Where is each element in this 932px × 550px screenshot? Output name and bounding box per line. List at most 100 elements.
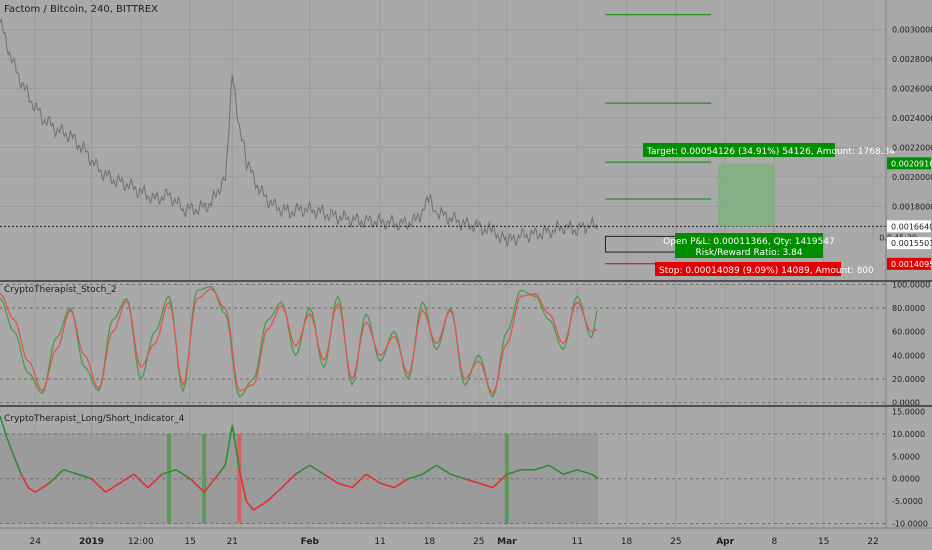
stop-label: Stop: 0.00014089 (9.09%) 14089, Amount: … <box>655 262 874 276</box>
time-tick-label: 8 <box>772 537 778 547</box>
ls-segment <box>266 487 283 502</box>
stoch-pane-title: CryptoTherapist_Stoch_2 <box>4 285 117 295</box>
time-tick-label: 15 <box>184 537 195 547</box>
ls-segment <box>231 424 241 470</box>
time-tick-label: 21 <box>227 537 238 547</box>
stop-badge-bg <box>887 257 931 270</box>
open-pl-text: Open P&L: 0.00011366, Qty: 1419547 <box>663 237 835 247</box>
stop-label-bg <box>655 262 841 276</box>
open-pl-bg <box>675 233 823 258</box>
ls-segment <box>20 473 29 489</box>
ls-segment <box>63 468 78 475</box>
entry-badge: 0.00155039 <box>887 237 932 250</box>
ls-segment <box>379 482 395 489</box>
ls-segment <box>492 473 508 489</box>
ls-segment <box>13 456 22 475</box>
price-tick-label: 0.00220000 <box>892 143 932 152</box>
stoch-tick-label: 40.0000 <box>892 351 925 360</box>
ls-segment <box>105 482 121 493</box>
chart-title: Factom / Bitcoin, 240, BITTREX <box>4 4 158 15</box>
price-tick-label: 0.00240000 <box>892 114 932 123</box>
long-position-tool[interactable]: Target: 0.00054126 (34.91%) 54126, Amoun… <box>604 143 895 276</box>
time-tick-label: 18 <box>424 537 436 547</box>
target-badge-text: 0.00209165 <box>891 159 932 168</box>
pane-separators[interactable] <box>0 280 932 407</box>
ls-segment <box>90 478 107 493</box>
stoch-tick-label: 20.0000 <box>892 375 925 384</box>
ls-segment <box>203 473 219 493</box>
time-axis[interactable]: 24 2019 12:00 15 21 Feb 11 18 25 Mar 11 18 25 Apr 8 15 2… <box>0 527 932 547</box>
time-tick-label: 24 <box>29 537 41 547</box>
open-pl-label: Open P&L: 0.00011366, Qty: 1419547Risk/R… <box>663 233 835 258</box>
stoch-tick-label: 80.0000 <box>892 304 925 313</box>
ls-segment <box>245 500 255 511</box>
stop-label-text: Stop: 0.00014089 (9.09%) 14089, Amount: … <box>659 266 874 276</box>
ls-segment <box>577 468 592 475</box>
ls-segment <box>408 473 423 480</box>
ls-segment <box>562 468 578 475</box>
stoch-tick-label: 0.0000 <box>892 399 920 408</box>
ls-segment <box>351 473 367 489</box>
ls-segment <box>6 438 15 457</box>
ls-segment <box>309 464 325 475</box>
ls-segment <box>295 464 311 475</box>
ls-tick-label: 15.0000 <box>892 407 925 416</box>
stoch-line-0 <box>0 286 598 398</box>
time-tick-label: Mar <box>497 537 517 547</box>
stoch-pane[interactable]: CryptoTherapist_Stoch_2 100.0000 80.0000 6… <box>0 280 930 408</box>
entry-badge-text: 0.00155039 <box>891 239 932 248</box>
price-pane[interactable]: Factom / Bitcoin, 240, BITTREX Target: 0… <box>0 0 932 528</box>
time-tick-label: 15 <box>818 537 829 547</box>
target-label-bg <box>643 143 835 157</box>
target-badge: 0.00209165 <box>887 157 932 170</box>
long-short-axis[interactable]: 15.0000 10.0000 5.0000 0.0000 -5.0000 -10.000… <box>892 407 928 528</box>
target-label-text: Target: 0.00054126 (34.91%) 54126, Amoun… <box>646 147 895 157</box>
ls-segment <box>119 473 135 484</box>
price-tick-label: 0.00260000 <box>892 84 932 93</box>
ls-segment <box>224 424 234 466</box>
ls-segment <box>464 477 479 484</box>
stoch-series <box>0 286 598 398</box>
ls-segment <box>421 464 437 475</box>
ls-signal-bar <box>504 433 509 524</box>
ls-segment <box>534 464 550 471</box>
ls-tick-label: 0.0000 <box>892 475 920 484</box>
time-tick-label: 25 <box>473 537 484 547</box>
long-short-levels <box>0 433 886 525</box>
time-tick-label: 18 <box>621 537 633 547</box>
ls-segment <box>133 473 149 489</box>
last-price-badge-text: 0.00166405 <box>891 222 932 231</box>
ls-segment <box>0 415 8 439</box>
ls-segment <box>337 482 353 489</box>
partial-price-label: 0.0 <box>879 233 892 242</box>
long-short-pane[interactable]: CryptoTherapist_Long/Short_Indicator_4 1… <box>0 407 928 529</box>
ls-segment <box>238 469 248 502</box>
ls-segment <box>323 473 339 484</box>
ls-segment <box>393 478 409 489</box>
long-short-pane-title: CryptoTherapist_Long/Short_Indicator_4 <box>4 414 185 424</box>
stoch-tick-label: 60.0000 <box>892 328 925 337</box>
ls-segment <box>590 473 599 480</box>
ls-segment <box>436 464 451 475</box>
ls-segment <box>77 473 92 480</box>
stoch-tick-label: 100.0000 <box>892 280 930 289</box>
long-short-series <box>0 415 599 511</box>
ls-segment <box>48 469 64 484</box>
ls-tick-label: -5.0000 <box>892 497 923 506</box>
price-axis[interactable]: 0.00300000 0.00280000 0.00260000 0.00240000… <box>879 0 932 528</box>
time-tick-label: Apr <box>716 537 734 547</box>
ls-segment <box>450 473 465 480</box>
risk-reward-text: Risk/Reward Ratio: 3.84 <box>695 248 802 258</box>
ls-segment <box>175 469 191 480</box>
price-tick-label: 0.00280000 <box>892 55 932 64</box>
time-tick-label: 12:00 <box>128 537 154 547</box>
ls-segment <box>548 464 564 475</box>
price-tick-label: 0.00200000 <box>892 173 932 182</box>
stoch-axis[interactable]: 100.0000 80.0000 60.0000 40.0000 20.0000 0.00… <box>892 280 930 407</box>
time-tick-label: 22 <box>867 537 878 547</box>
time-tick-label: 25 <box>670 537 681 547</box>
time-tick-label: 11 <box>374 537 385 547</box>
ls-segment <box>506 468 522 475</box>
last-price-badge-bg <box>887 220 931 233</box>
